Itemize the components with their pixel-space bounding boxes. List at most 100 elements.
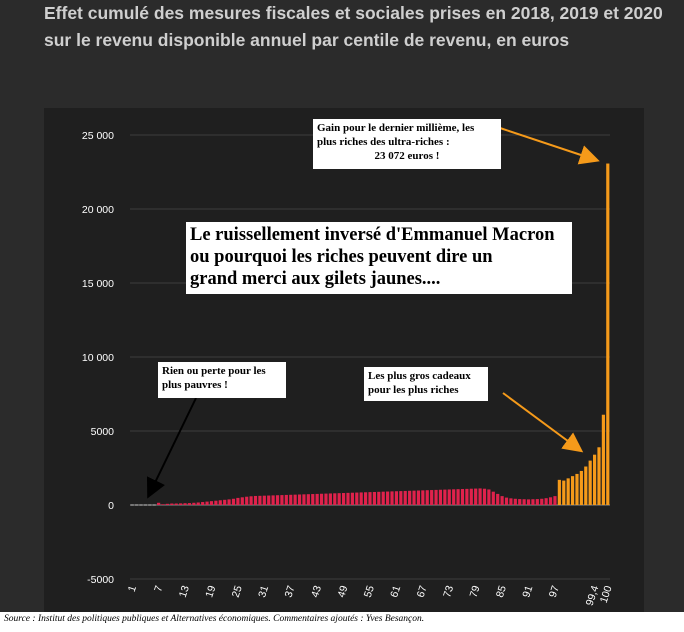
bar: [469, 488, 473, 505]
bar: [399, 491, 403, 505]
annotation-main-line3: grand merci aux gilets jaunes....: [190, 269, 441, 289]
bar: [522, 499, 526, 505]
annotation-rich-line1: Les plus gros cadeaux: [368, 370, 471, 382]
bar: [408, 490, 412, 505]
annotation-main-line1: Le ruissellement inversé d'Emmanuel Macr…: [190, 225, 555, 245]
bar: [482, 488, 487, 505]
x-tick-label: 43: [309, 584, 324, 599]
bar: [570, 476, 575, 505]
plot-panel: 25 000 20 000 15 000 10 000 5000 0 -5000 1 7 13 1…: [44, 108, 644, 612]
bar: [606, 163, 610, 505]
annotation-poor: Rien ou perte pour les plus pauvres !: [158, 362, 286, 398]
bar: [447, 489, 451, 505]
bar: [192, 502, 196, 505]
bar: [218, 500, 222, 505]
bar: [302, 494, 306, 505]
bar: [227, 499, 231, 505]
bar: [597, 447, 601, 505]
bar: [535, 499, 539, 505]
annotation-top-line1: Gain pour le dernier millième, les: [317, 122, 475, 134]
bar: [553, 496, 557, 505]
annotation-top-line2: plus riches des ultra-riches :: [317, 136, 450, 148]
bar: [579, 470, 583, 505]
x-tick-label: 25: [230, 584, 245, 599]
bar: [245, 496, 249, 505]
x-tick-label: 85: [494, 584, 509, 599]
bar: [183, 503, 187, 505]
bar: [452, 489, 456, 505]
bar: [161, 504, 165, 505]
x-tick-label: 79: [468, 584, 483, 599]
bar: [346, 492, 350, 505]
y-tick-label: -5000: [87, 574, 114, 586]
annotation-rich: Les plus gros cadeaux pour les plus rich…: [364, 367, 488, 401]
bar: [368, 492, 372, 505]
bar: [201, 502, 205, 505]
bar: [548, 497, 553, 505]
bar: [377, 491, 381, 505]
x-tick-label: 67: [415, 584, 430, 599]
bar: [372, 491, 376, 505]
bar: [575, 473, 579, 505]
bar: [275, 495, 280, 505]
bar: [280, 495, 284, 505]
bar: [240, 497, 244, 505]
bar: [324, 493, 328, 505]
y-tick-label: 15 000: [82, 278, 114, 290]
bar-chart: 25 000 20 000 15 000 10 000 5000 0 -5000 1 7 13 1…: [82, 130, 615, 607]
bar: [170, 503, 174, 505]
bar: [421, 490, 425, 505]
annotation-top-line3: 23 072 euros !: [374, 150, 440, 162]
bar: [381, 491, 385, 505]
bar: [562, 480, 566, 505]
bar: [478, 488, 482, 505]
bar: [297, 494, 302, 505]
bar: [148, 504, 152, 506]
bar: [205, 501, 209, 505]
bar: [386, 491, 390, 505]
bar: [139, 504, 143, 506]
bar: [328, 493, 332, 505]
bar: [223, 499, 227, 505]
x-tick-label: 1: [126, 584, 139, 593]
bar: [337, 493, 341, 505]
y-tick-label: 25 000: [82, 130, 114, 142]
gridlines: [130, 134, 610, 580]
bar: [179, 503, 183, 505]
bar: [496, 493, 500, 505]
bar: [135, 504, 139, 506]
bar: [474, 488, 478, 505]
bar: [390, 491, 394, 505]
bar: [509, 498, 513, 505]
annotation-poor-line1: Rien ou perte pour les: [162, 365, 266, 377]
bar: [500, 496, 504, 505]
source-note: Source : Institut des politiques publiqu…: [4, 614, 425, 624]
bar: [157, 502, 161, 505]
annotation-main-line2: ou pourquoi les riches peuvent dire un: [190, 247, 493, 267]
bar: [165, 503, 170, 505]
bar: [430, 490, 434, 505]
bar: [209, 501, 214, 505]
bar: [271, 495, 275, 505]
bar: [143, 504, 147, 506]
bar: [267, 495, 271, 505]
bar: [588, 460, 592, 505]
bar: [518, 499, 522, 505]
annotation-poor-line2: plus pauvres !: [162, 379, 228, 391]
x-tick-label: 55: [362, 584, 377, 599]
y-tick-label: 0: [108, 500, 114, 512]
bar: [513, 498, 517, 505]
bar: [412, 490, 416, 505]
x-tick-label: 100: [598, 584, 615, 605]
bar: [249, 496, 253, 505]
bar: [443, 489, 447, 505]
bar: [504, 497, 509, 505]
bar: [425, 490, 429, 505]
bar: [152, 504, 156, 506]
x-tick-label: 37: [283, 584, 298, 599]
bar: [311, 494, 315, 505]
bar: [394, 491, 399, 505]
bar: [284, 494, 288, 505]
bar: [403, 490, 407, 505]
